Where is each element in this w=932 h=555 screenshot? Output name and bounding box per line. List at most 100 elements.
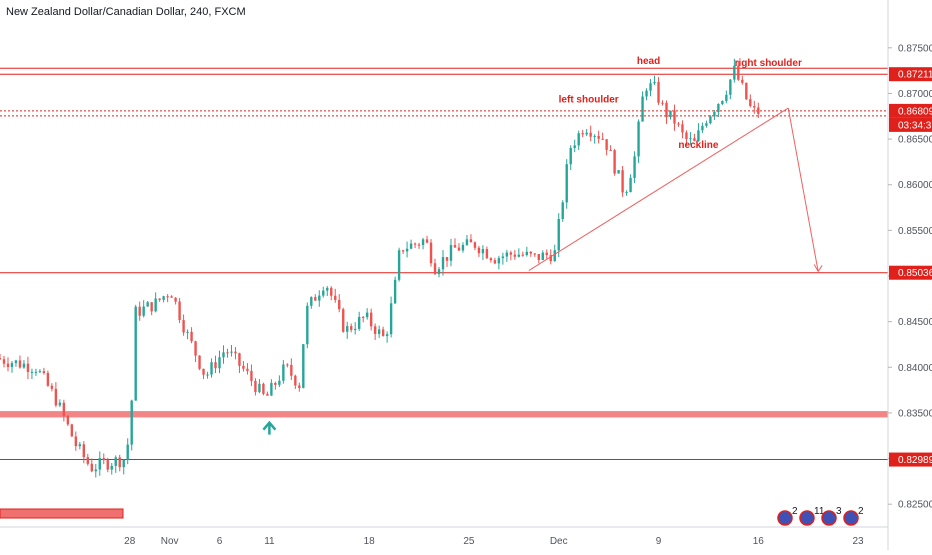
candle-body	[385, 334, 389, 337]
candle-body	[118, 457, 121, 468]
candle-body	[66, 415, 70, 425]
candle-body	[585, 132, 588, 135]
candle-body	[214, 362, 217, 369]
pattern-annotation: head	[637, 56, 660, 67]
candle-body	[198, 355, 201, 369]
candle-body	[537, 253, 540, 260]
chart-title: New Zealand Dollar/Canadian Dollar, 240,…	[6, 6, 246, 18]
candle-body	[102, 458, 105, 461]
x-tick-label: 28	[124, 536, 136, 547]
projection-arrowhead	[813, 264, 823, 273]
candle-body	[741, 79, 744, 83]
level-lines-layer	[0, 67, 888, 461]
candle-body	[54, 388, 58, 406]
candle-body	[745, 82, 748, 100]
pattern-layer: head left shoulder right shoulder neckline	[262, 56, 823, 435]
candle-body	[561, 202, 564, 219]
candle-body	[361, 316, 365, 318]
candle-body	[473, 242, 477, 248]
candle-body	[705, 123, 708, 126]
candle-body	[298, 385, 301, 388]
x-tick-label: 25	[463, 536, 475, 547]
candle-body	[493, 260, 497, 264]
price-badge-label: 0.82989	[898, 455, 932, 466]
candle-body	[162, 296, 165, 300]
candle-body	[42, 371, 46, 373]
candle-body	[194, 341, 197, 356]
support-zone-layer	[0, 411, 888, 418]
price-badge	[889, 67, 932, 82]
event-badge-count: 2	[792, 506, 798, 517]
event-flag-icon[interactable]	[799, 510, 815, 526]
candle-body	[433, 263, 437, 275]
candle-body	[122, 459, 125, 468]
candle-body	[697, 130, 700, 141]
candle-body	[693, 138, 696, 141]
candle-body	[154, 298, 157, 312]
candle-body	[513, 254, 517, 257]
candle-body	[78, 444, 82, 447]
candle-body	[593, 135, 596, 137]
countdown-badge	[889, 117, 932, 132]
candle-body	[413, 243, 417, 245]
candle-body	[625, 192, 628, 194]
candle-body	[234, 351, 237, 354]
candle-body	[677, 123, 680, 125]
candle-body	[653, 82, 656, 84]
y-tick-label: 0.87000	[898, 89, 932, 100]
pattern-annotation: left shoulder	[559, 95, 619, 106]
candle-body	[326, 287, 329, 291]
candle-body	[437, 269, 441, 275]
candle-body	[601, 138, 604, 140]
price-badge	[889, 103, 932, 118]
candle-body	[130, 400, 133, 445]
candle-body	[489, 258, 493, 261]
scroll-range-bar[interactable]	[0, 508, 124, 519]
candle-body	[266, 393, 269, 396]
event-badge-count: 2	[858, 506, 864, 517]
candle-body	[709, 116, 712, 124]
candle-body	[369, 312, 373, 327]
y-tick-label: 0.84500	[898, 317, 932, 328]
countdown-label: 03:34:31	[898, 120, 932, 131]
candle-body	[150, 302, 153, 312]
candle-body	[250, 370, 253, 381]
candle-body	[238, 353, 241, 366]
price-badge-label: 0.85036	[898, 268, 932, 279]
candle-body	[246, 368, 249, 371]
candle-body	[425, 239, 429, 243]
candle-body	[158, 298, 161, 300]
candle-body	[14, 360, 18, 364]
x-tick-label: 11	[264, 536, 275, 547]
candle-body	[393, 279, 397, 304]
candle-body	[278, 380, 281, 385]
event-flag-icon[interactable]	[821, 510, 837, 526]
candle-body	[753, 106, 756, 108]
candle-body	[258, 383, 261, 393]
x-tick-label: 9	[656, 536, 662, 547]
candle-body	[82, 444, 86, 458]
candle-body	[138, 306, 141, 316]
candle-body	[226, 352, 229, 354]
candle-body	[286, 364, 289, 366]
event-flag-icon[interactable]	[843, 510, 859, 526]
candle-body	[230, 351, 233, 353]
candle-body	[110, 465, 113, 470]
candle-body	[641, 96, 644, 122]
candle-body	[661, 102, 664, 104]
event-badge-count: 11	[814, 506, 825, 517]
candle-body	[302, 344, 305, 388]
candles-layer	[0, 58, 760, 478]
candle-body	[310, 297, 313, 306]
event-flag-icon[interactable]	[777, 510, 793, 526]
candle-body	[22, 363, 26, 368]
candle-body	[717, 104, 720, 113]
neckline-trendline	[528, 107, 789, 271]
candle-body	[633, 156, 636, 178]
candle-body	[453, 245, 457, 248]
candle-body	[114, 457, 117, 466]
candle-body	[334, 295, 337, 301]
candle-body	[178, 301, 181, 321]
